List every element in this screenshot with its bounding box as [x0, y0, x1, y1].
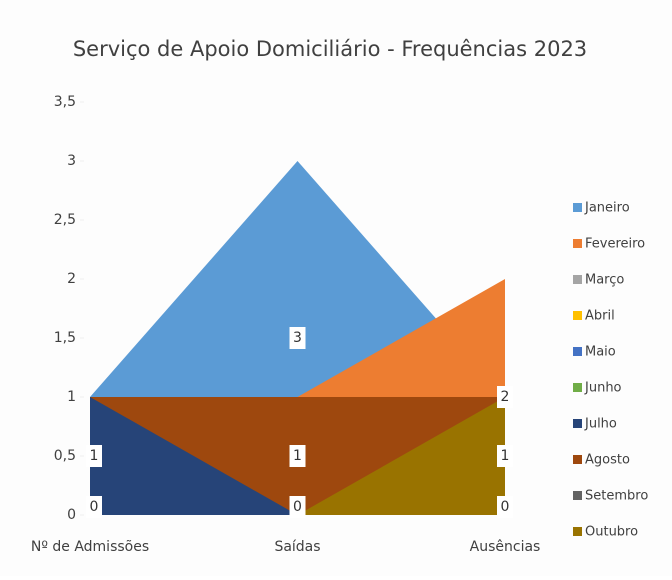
data-label-box	[289, 496, 306, 518]
legend-swatch	[573, 347, 582, 356]
y-tick-label: 1	[67, 389, 76, 405]
data-label: 1	[90, 448, 99, 464]
data-label: 1	[293, 448, 302, 464]
legend-label: Julho	[584, 417, 617, 432]
legend-swatch	[573, 275, 582, 284]
legend-swatch	[573, 239, 582, 248]
data-label: 0	[501, 499, 510, 515]
legend-label: Outubro	[585, 525, 638, 540]
legend-swatch	[573, 491, 582, 500]
data-label: 3	[293, 330, 302, 346]
legend-swatch	[573, 383, 582, 392]
y-tick-label: 3	[67, 153, 76, 169]
legend-swatch	[573, 455, 582, 464]
y-tick-label: 2,5	[54, 212, 76, 228]
data-label: 2	[501, 389, 510, 405]
legend-label: Janeiro	[584, 201, 630, 216]
data-label-box	[289, 445, 306, 467]
chart-title: Serviço de Apoio Domiciliário - Frequênc…	[73, 37, 587, 61]
legend-label: Maio	[585, 345, 616, 360]
data-label-box	[86, 496, 102, 518]
legend-swatch	[573, 527, 582, 536]
y-tick-label: 0	[67, 507, 76, 523]
legend-swatch	[573, 203, 582, 212]
data-label-box	[289, 327, 306, 349]
y-tick-label: 3,5	[54, 94, 76, 110]
legend-swatch	[573, 311, 582, 320]
x-tick-label: Ausências	[470, 539, 541, 555]
legend-label: Setembro	[585, 489, 648, 504]
x-tick-label: Saídas	[274, 539, 320, 555]
x-tick-label: Nº de Admissões	[31, 539, 149, 555]
legend-label: Abril	[585, 309, 615, 324]
y-tick-label: 2	[67, 271, 76, 287]
y-tick-label: 1,5	[54, 330, 76, 346]
data-label: 0	[293, 499, 302, 515]
legend-label: Março	[585, 273, 624, 288]
legend-label: Fevereiro	[585, 237, 645, 252]
legend-label: Agosto	[585, 453, 630, 468]
area	[90, 397, 505, 515]
data-label: 1	[501, 448, 510, 464]
data-label: 0	[90, 499, 99, 515]
legend-label: Junho	[584, 381, 622, 396]
area	[90, 397, 505, 515]
data-label-box	[86, 445, 102, 467]
data-label-box	[497, 386, 513, 408]
data-label-box	[497, 445, 513, 467]
y-tick-label: 0,5	[54, 448, 76, 464]
data-label-box	[497, 496, 513, 518]
legend-swatch	[573, 419, 582, 428]
